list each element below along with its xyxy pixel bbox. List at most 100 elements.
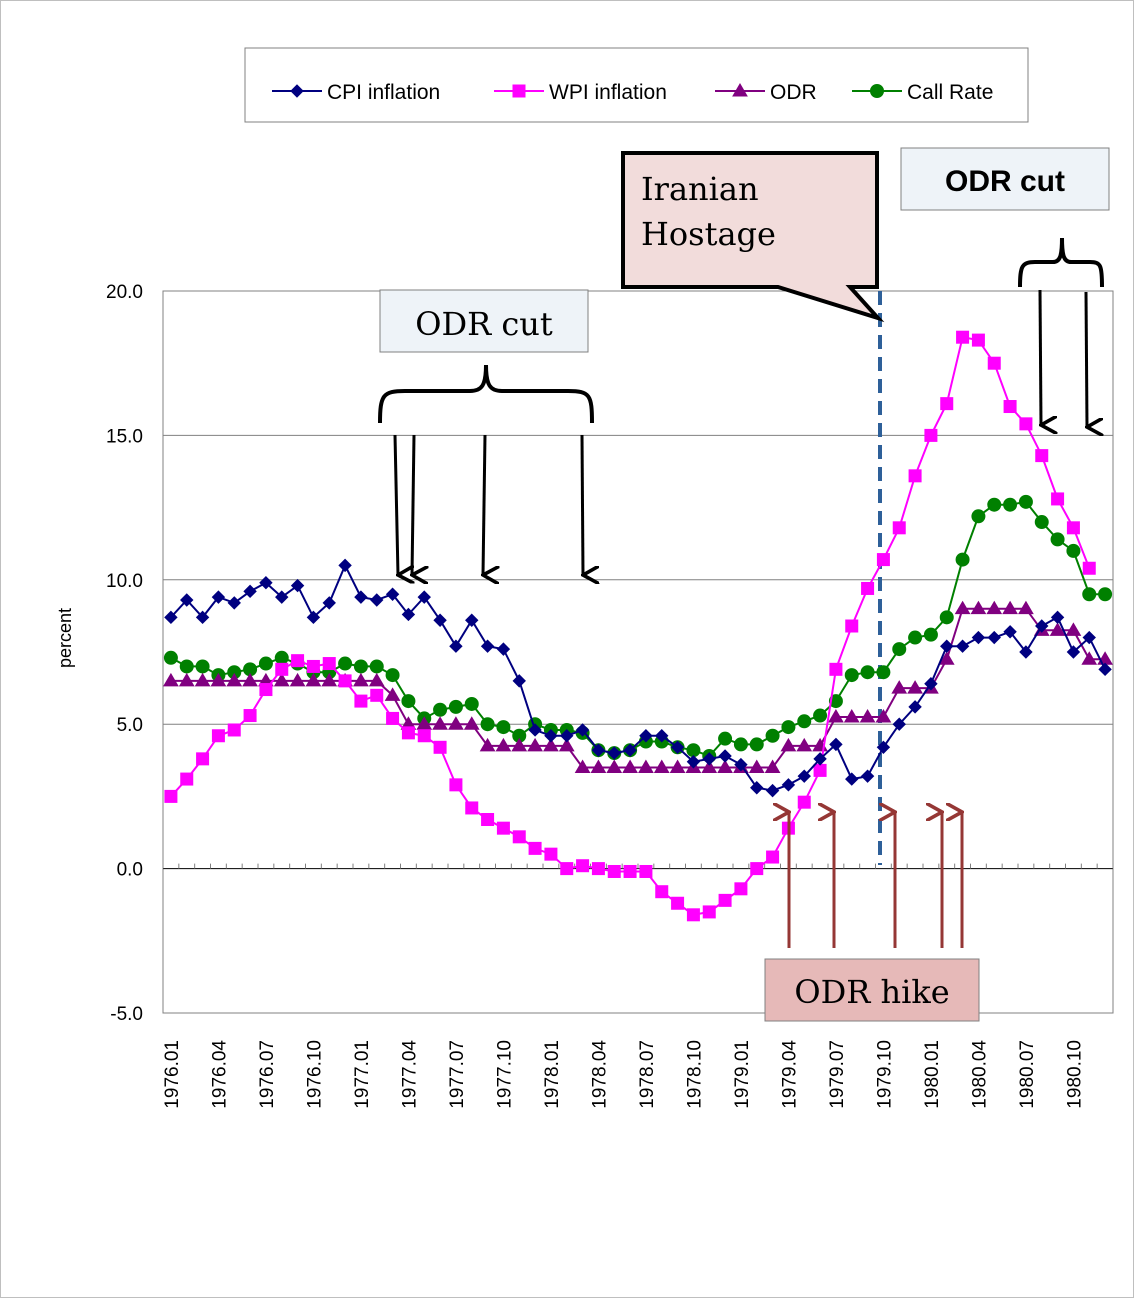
call-rate-point	[496, 720, 511, 735]
cpi-inflation-point	[987, 630, 1001, 645]
wpi-inflation-point	[465, 801, 479, 815]
cpi-inflation-point	[607, 746, 621, 760]
cpi-inflation-point	[892, 717, 906, 731]
call-rate-point	[448, 699, 463, 714]
wpi-inflation-point	[1035, 449, 1049, 463]
cpi-inflation-point	[670, 740, 685, 755]
cpi-inflation-point	[940, 639, 954, 653]
odr-point	[432, 716, 448, 730]
wpi-inflation-point	[370, 688, 384, 702]
wpi-inflation-point	[417, 729, 431, 743]
wpi-inflation-point	[940, 397, 954, 411]
wpi-inflation-point	[275, 662, 289, 676]
cpi-inflation-point	[734, 757, 748, 772]
cpi-inflation-point	[718, 749, 732, 763]
odr-point	[764, 759, 781, 774]
cpi-inflation-point	[1003, 625, 1017, 639]
cpi-inflation-point	[686, 755, 701, 769]
x-tick-label: 1978.10	[684, 1040, 705, 1109]
odr-point	[163, 672, 179, 687]
cpi-inflation-point	[591, 743, 606, 757]
cpi-inflation-point	[544, 729, 558, 743]
iranian-hostage-label-line1: Iranian	[641, 170, 759, 208]
wpi-inflation-point	[702, 905, 716, 919]
legend-marker-odr	[732, 83, 748, 97]
legend-box	[244, 47, 1029, 123]
odr-point	[907, 680, 923, 694]
call-rate-point	[274, 650, 289, 665]
cpi-inflation-point	[655, 729, 669, 743]
call-rate-point	[338, 656, 353, 671]
cpi-inflation-point	[211, 590, 226, 604]
call-rate-point	[1066, 543, 1081, 558]
cpi-inflation-point	[908, 700, 922, 714]
odr-point	[717, 759, 733, 774]
wpi-inflation-point	[591, 862, 605, 876]
call-rate-point	[828, 694, 843, 709]
x-tick-label: 1976.04	[209, 1040, 230, 1109]
iranian-hostage-label-line2: Hostage	[641, 215, 776, 253]
odr-point	[701, 759, 718, 774]
wpi-inflation-point	[623, 864, 637, 878]
call-rate-point	[385, 668, 400, 683]
cpi-inflation-point	[322, 596, 336, 610]
x-tick-label: 1977.07	[447, 1040, 468, 1109]
wpi-inflation-point	[227, 723, 241, 737]
cpi-inflation-point	[1035, 619, 1049, 633]
wpi-inflation-point	[1003, 400, 1017, 414]
cpi-inflation-point	[496, 642, 511, 656]
odr-point	[210, 672, 227, 687]
call-rate-point	[860, 665, 875, 680]
wpi-inflation-point	[987, 356, 1001, 370]
x-tick-label: 1980.01	[922, 1040, 943, 1109]
wpi-inflation-point	[908, 469, 922, 483]
wpi-inflation-point	[528, 841, 542, 855]
odr-point	[606, 759, 623, 774]
wpi-inflation-point	[496, 821, 510, 835]
x-tick-label: 1977.10	[494, 1040, 515, 1109]
cpi-inflation-point	[765, 783, 780, 798]
x-tick-label: 1979.07	[827, 1040, 848, 1109]
wpi-inflation-point	[1051, 492, 1065, 506]
call-rate-point	[686, 743, 701, 758]
wpi-inflation-point	[211, 729, 225, 743]
call-rate-point	[179, 659, 194, 674]
call-rate-point	[733, 737, 748, 752]
wpi-inflation-point	[354, 694, 368, 708]
odr-point	[321, 672, 338, 687]
odr-point	[590, 759, 607, 774]
odr-point	[1002, 600, 1018, 615]
odr-cut-1980-label: ODR cut	[945, 165, 1065, 198]
wpi-inflation-point	[924, 428, 938, 442]
cpi-inflation-point	[465, 613, 479, 627]
call-rate-point	[1082, 587, 1097, 602]
odr-point	[1081, 651, 1098, 665]
cpi-inflation-point	[781, 778, 796, 792]
odr-point	[543, 737, 559, 752]
cpi-inflation-point	[1066, 645, 1081, 659]
y-tick-label: 5.0	[117, 715, 143, 736]
call-rate-point	[369, 659, 384, 674]
legend-label-cpi-inflation: CPI inflation	[327, 81, 440, 104]
wpi-inflation-point	[259, 683, 273, 697]
wpi-inflation-point	[797, 795, 811, 809]
odr-cut-arrow	[393, 434, 398, 575]
cpi-inflation-point	[227, 596, 241, 610]
call-rate-point	[1018, 494, 1033, 509]
odr-cut-arrow	[412, 434, 414, 575]
odr-cut-1977-box	[379, 289, 589, 353]
call-rate-point	[1050, 532, 1065, 547]
odr-point	[669, 759, 686, 774]
odr-point	[938, 651, 955, 665]
wpi-inflation-point	[322, 657, 336, 671]
cpi-inflation-point	[1082, 630, 1096, 645]
odr-point	[511, 737, 528, 752]
call-rate-point	[892, 642, 907, 657]
odr-point	[495, 737, 512, 752]
odr-point	[368, 672, 385, 687]
wpi-inflation-point	[750, 862, 764, 876]
x-axis: 1976.01 1976.04 1976.07 1976.10 1977.01 1977.…	[162, 863, 1114, 1109]
odr-point	[638, 759, 654, 774]
wpi-inflation-point	[196, 752, 210, 766]
call-rate-point	[433, 702, 448, 717]
